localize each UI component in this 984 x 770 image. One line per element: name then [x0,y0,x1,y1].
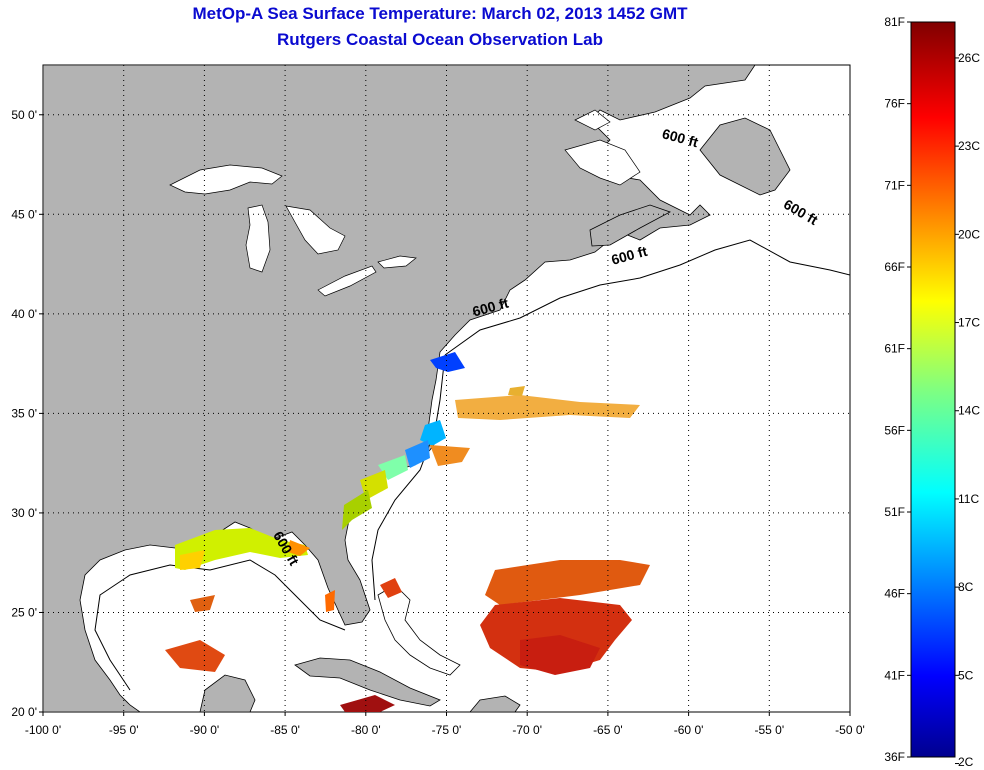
lake-erie [317,265,377,297]
colorbar: 81F 76F 71F 66F 61F 56F 51F 46F 41F 36F 26C 23C 20C… [884,15,980,769]
colorbar-f-label: 41F [884,668,905,682]
colorbar-f-label: 71F [884,178,905,192]
lat-tick-label: 20 0' [11,705,37,719]
bahamas-banks [377,584,461,676]
colorbar-c-label: 26C [958,51,980,65]
lake-huron [285,205,346,255]
colorbar-c-label: 20C [958,227,980,241]
colorbar-c-label: 17C [958,316,980,330]
longitude-axis: -100 0' -95 0' -90 0' -85 0' -80 0' -75 0' -70… [25,712,865,737]
land-hispaniola [469,695,521,712]
colorbar-f-label: 61F [884,342,905,356]
colorbar-f-label: 66F [884,260,905,274]
lon-tick-label: -60 0' [674,723,704,737]
lon-tick-label: -80 0' [351,723,381,737]
latitude-axis: 20 0' 25 0' 30 0' 35 0' 40 0' 45 0' 50 0' [11,108,43,719]
lon-tick-label: -50 0' [835,723,865,737]
colorbar-c-label: 23C [958,139,980,153]
colorbar-c-label: 8C [958,580,974,594]
map-title: MetOp-A Sea Surface Temperature: March 0… [192,4,688,23]
lon-tick-label: -65 0' [593,723,623,737]
colorbar-c-label: 14C [958,404,980,418]
lat-tick-label: 25 0' [11,605,37,619]
colorbar-c-label: 2C [958,755,974,769]
colorbar-c-label: 5C [958,668,974,682]
colorbar-c-label: 11C [958,492,979,506]
lon-tick-label: -85 0' [270,723,300,737]
lat-tick-label: 50 0' [11,108,37,122]
lat-tick-label: 45 0' [11,207,37,221]
lat-tick-label: 35 0' [11,406,37,420]
lake-ontario [377,255,417,269]
colorbar-f-label: 81F [884,15,905,29]
hudson-bay-inlet [574,109,611,131]
colorbar-f-label: 76F [884,97,905,111]
map-subtitle: Rutgers Coastal Ocean Observation Lab [277,30,603,49]
colorbar-f-label: 51F [884,505,905,519]
lon-tick-label: -100 0' [25,723,61,737]
land-newfoundland [699,117,791,196]
sst-observations [165,352,650,712]
lake-michigan [245,204,271,273]
colorbar-fahrenheit-labels: 81F 76F 71F 66F 61F 56F 51F 46F 41F 36F [884,15,911,764]
lon-tick-label: -70 0' [512,723,542,737]
lat-tick-label: 40 0' [11,307,37,321]
colorbar-f-label: 46F [884,587,905,601]
lon-tick-label: -55 0' [754,723,784,737]
colorbar-celsius-labels: 26C 23C 20C 17C 14C 11C 8C 5C 2C [955,51,980,769]
lat-tick-label: 30 0' [11,506,37,520]
lake-superior [169,164,283,195]
colorbar-gradient [910,21,956,758]
isobath-600ft-atlantic [444,239,850,356]
gulf-st-lawrence [564,139,641,186]
land-cuba [294,657,441,707]
colorbar-f-label: 36F [884,750,905,764]
lon-tick-label: -90 0' [190,723,220,737]
isobath-600ft-southeast [371,354,446,601]
land-nova-scotia [589,204,671,247]
lon-tick-label: -95 0' [109,723,139,737]
land-yucatan [199,674,256,712]
lon-tick-label: -75 0' [432,723,462,737]
colorbar-f-label: 56F [884,423,905,437]
